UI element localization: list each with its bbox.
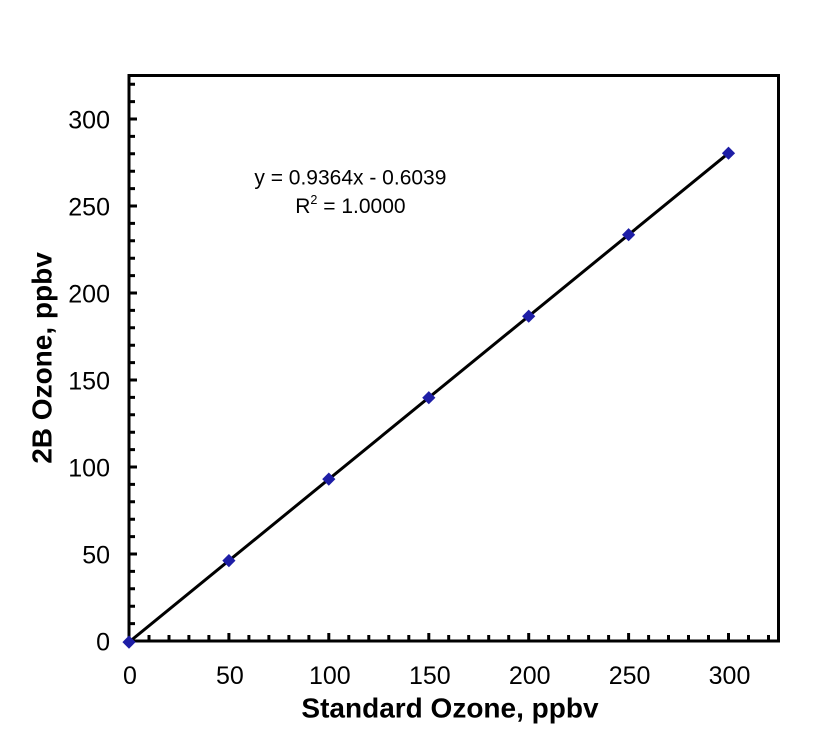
svg-text:Standard Ozone, ppbv: Standard Ozone, ppbv xyxy=(301,693,599,724)
svg-text:250: 250 xyxy=(68,194,110,222)
svg-text:0: 0 xyxy=(96,629,110,657)
svg-text:0: 0 xyxy=(123,662,137,690)
svg-text:y = 0.9364x - 0.6039: y = 0.9364x - 0.6039 xyxy=(254,166,446,189)
svg-text:200: 200 xyxy=(509,662,551,690)
svg-text:150: 150 xyxy=(409,662,451,690)
svg-text:200: 200 xyxy=(68,281,110,309)
svg-text:300: 300 xyxy=(709,662,751,690)
svg-text:50: 50 xyxy=(216,662,244,690)
svg-text:50: 50 xyxy=(82,542,110,570)
svg-text:250: 250 xyxy=(609,662,651,690)
svg-text:2B Ozone, ppbv: 2B Ozone, ppbv xyxy=(27,252,58,464)
svg-text:100: 100 xyxy=(309,662,351,690)
svg-text:300: 300 xyxy=(68,107,110,135)
svg-text:100: 100 xyxy=(68,455,110,483)
svg-text:150: 150 xyxy=(68,368,110,396)
